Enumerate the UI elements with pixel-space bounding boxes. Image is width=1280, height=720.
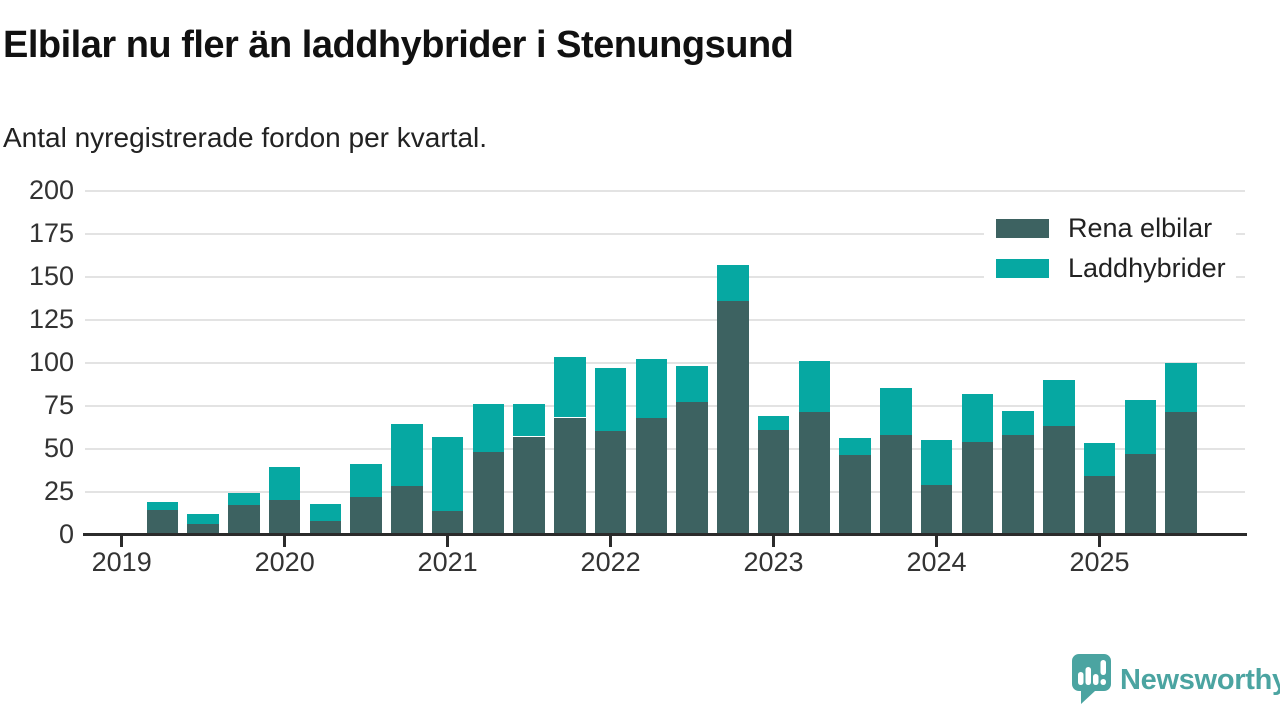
bar-2020-q2-teal [309, 503, 342, 521]
x-tick-label-2022: 2022 [580, 547, 641, 577]
chart-subtitle: Antal nyregistrerade fordon per kvartal. [3, 122, 488, 153]
bar-2023-q2-dark [798, 412, 830, 535]
branding: Newsworthy [1071, 653, 1280, 705]
x-axis-tick-2022 [609, 536, 613, 547]
legend-swatch-laddhybrider [996, 259, 1049, 278]
bar-2025-q3-teal [1165, 362, 1197, 413]
y-tick-label-50: 50 [43, 433, 74, 463]
y-tick-label-150: 150 [28, 261, 74, 291]
legend-label-rena-elbilar: Rena elbilar [1068, 213, 1213, 243]
gridline-125 [85, 318, 1245, 321]
y-tick-label-175: 175 [28, 218, 74, 248]
bar-2025-q1-teal [1083, 443, 1116, 476]
chart-title: Elbilar nu fler än laddhybrider i Stenun… [3, 24, 794, 66]
bar-2024-q3-teal [1002, 410, 1034, 435]
bar-2019-q4-teal [228, 493, 260, 506]
bar-2021-q2-dark [472, 451, 505, 535]
legend-swatch-rena-elbilar [996, 219, 1049, 238]
bar-2021-q4-teal [554, 357, 586, 418]
bar-2021-q3-dark [513, 436, 545, 535]
y-tick-label-0: 0 [58, 519, 74, 549]
x-tick-label-2019: 2019 [91, 547, 152, 577]
x-tick-label-2021: 2021 [417, 547, 478, 577]
x-tick-label-2025: 2025 [1069, 547, 1130, 577]
bar-2022-q2-teal [635, 359, 668, 418]
bar-2022-q2-dark [635, 417, 668, 535]
bar-2024-q4-teal [1043, 379, 1075, 427]
y-tick-label-75: 75 [43, 390, 74, 420]
bar-2025-q2-teal [1124, 400, 1156, 454]
bar-2019-q4-dark [228, 505, 260, 535]
legend-label-laddhybrider: Laddhybrider [1068, 253, 1226, 283]
bar-2020-q1-dark [268, 500, 301, 535]
bar-2020-q2-dark [309, 520, 342, 535]
bar-2023-q3-dark [839, 455, 871, 535]
bar-2024-q2-dark [961, 441, 993, 535]
bar-2020-q3-teal [350, 464, 382, 497]
bar-2019-q3-teal [187, 513, 219, 525]
bar-2024-q2-teal [961, 393, 993, 442]
y-tick-label-125: 125 [28, 304, 74, 334]
bar-2025-q3-dark [1165, 412, 1197, 535]
bar-2024-q1-dark [920, 484, 953, 535]
bar-2021-q3-teal [513, 403, 545, 437]
bar-2021-q2-teal [472, 403, 505, 452]
bar-2023-q4-teal [880, 388, 912, 435]
bar-2022-q3-dark [676, 402, 708, 535]
bar-2019-q2-teal [146, 501, 179, 511]
bar-2023-q1-teal [757, 415, 790, 430]
bar-2023-q4-dark [880, 434, 912, 535]
x-axis-tick-2024 [935, 536, 938, 547]
bar-2020-q4-teal [391, 424, 423, 487]
bar-2024-q1-teal [920, 439, 953, 485]
bar-2019-q3-dark [187, 524, 219, 535]
bar-2021-q4-dark [554, 417, 586, 535]
bar-2023-q3-teal [839, 438, 871, 456]
x-axis-line [83, 533, 1247, 536]
bar-2025-q2-dark [1124, 453, 1156, 535]
gridline-175 [85, 232, 1245, 235]
bar-2025-q1-dark [1083, 476, 1116, 535]
y-tick-label-25: 25 [43, 476, 74, 506]
bar-2020-q3-dark [350, 496, 382, 535]
legend-item-laddhybrider: Laddhybrider [996, 253, 1226, 284]
bar-2022-q1-teal [594, 367, 627, 432]
bar-2019-q2-dark [146, 510, 179, 535]
bar-2024-q3-dark [1002, 434, 1034, 535]
branding-logo-text: Newsworthy [1120, 664, 1280, 696]
y-tick-label-100: 100 [28, 347, 74, 377]
bar-2020-q1-teal [268, 467, 301, 501]
gridline-150 [85, 275, 1245, 278]
gridline-200 [85, 189, 1245, 192]
legend-item-rena-elbilar: Rena elbilar [996, 213, 1226, 244]
x-axis-tick-2020 [283, 536, 287, 547]
bar-2021-q1-teal [431, 436, 464, 511]
x-tick-label-2020: 2020 [254, 547, 315, 577]
bar-2020-q4-dark [391, 486, 423, 535]
newsworthy-logo-icon [1072, 654, 1111, 704]
y-tick-label-200: 200 [28, 175, 74, 205]
x-tick-label-2023: 2023 [743, 547, 804, 577]
bar-2022-q1-dark [594, 431, 627, 535]
legend: Rena elbilar Laddhybrider [984, 205, 1236, 294]
bar-2024-q4-dark [1043, 426, 1075, 535]
bar-2023-q1-dark [757, 429, 790, 535]
x-tick-label-2024: 2024 [906, 547, 967, 577]
bar-2023-q2-teal [798, 360, 830, 413]
x-axis-tick-2021 [446, 536, 450, 547]
bar-2022-q3-teal [676, 365, 708, 402]
bar-2022-q4-dark [717, 300, 749, 535]
x-axis-tick-2019 [120, 536, 124, 547]
x-axis-tick-2023 [772, 536, 775, 547]
bar-2022-q4-teal [717, 264, 749, 301]
x-axis-tick-2025 [1098, 536, 1101, 547]
bar-2021-q1-dark [431, 510, 464, 535]
